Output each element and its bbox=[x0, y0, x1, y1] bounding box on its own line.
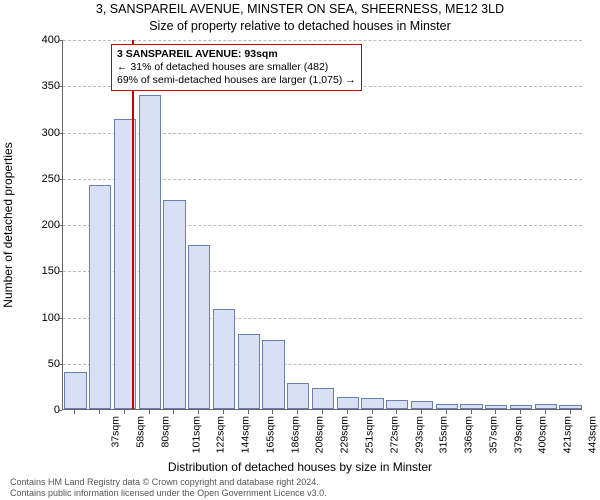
marker-line bbox=[132, 40, 134, 409]
chart-subtitle: Size of property relative to detached ho… bbox=[0, 19, 600, 33]
x-tick-label: 80sqm bbox=[159, 416, 171, 448]
annotation-line-larger: 69% of semi-detached houses are larger (… bbox=[117, 74, 356, 87]
x-tick-label: 293sqm bbox=[413, 416, 425, 453]
x-tick-mark bbox=[149, 410, 150, 414]
y-tick-label: 50 bbox=[30, 358, 60, 370]
x-tick-mark bbox=[396, 410, 397, 414]
y-tick-mark bbox=[58, 410, 62, 411]
x-tick-label: 186sqm bbox=[289, 416, 301, 453]
y-tick-mark bbox=[58, 318, 62, 319]
x-tick-mark bbox=[248, 410, 249, 414]
x-tick-label: 379sqm bbox=[512, 416, 524, 453]
bar bbox=[238, 334, 260, 409]
x-tick-label: 443sqm bbox=[586, 416, 598, 453]
x-tick-mark bbox=[446, 410, 447, 414]
x-tick-mark bbox=[570, 410, 571, 414]
y-tick-mark bbox=[58, 225, 62, 226]
x-tick-mark bbox=[545, 410, 546, 414]
bar bbox=[485, 405, 507, 409]
bar bbox=[460, 404, 482, 409]
y-axis-label: Number of detached properties bbox=[1, 142, 15, 307]
y-tick-mark bbox=[58, 364, 62, 365]
bar bbox=[89, 185, 111, 409]
x-axis-label: Distribution of detached houses by size … bbox=[0, 460, 600, 474]
bar bbox=[411, 401, 433, 409]
y-tick-label: 100 bbox=[30, 312, 60, 324]
y-tick-mark bbox=[58, 179, 62, 180]
x-tick-mark bbox=[471, 410, 472, 414]
bar bbox=[64, 372, 86, 409]
y-tick-label: 400 bbox=[30, 34, 60, 46]
y-tick-mark bbox=[58, 86, 62, 87]
y-tick-mark bbox=[58, 40, 62, 41]
x-tick-mark bbox=[198, 410, 199, 414]
footer-credits: Contains HM Land Registry data © Crown c… bbox=[10, 477, 327, 498]
x-tick-label: 101sqm bbox=[190, 416, 202, 453]
footer-line2: Contains public information licensed und… bbox=[10, 488, 327, 498]
bar bbox=[312, 388, 334, 409]
footer-line1: Contains HM Land Registry data © Crown c… bbox=[10, 477, 327, 487]
x-tick-label: 144sqm bbox=[240, 416, 252, 453]
x-tick-label: 229sqm bbox=[339, 416, 351, 453]
x-tick-label: 357sqm bbox=[487, 416, 499, 453]
x-tick-mark bbox=[124, 410, 125, 414]
y-tick-label: 0 bbox=[30, 404, 60, 416]
x-tick-label: 400sqm bbox=[537, 416, 549, 453]
x-tick-label: 315sqm bbox=[438, 416, 450, 453]
annotation-title: 3 SANSPAREIL AVENUE: 93sqm bbox=[117, 48, 356, 61]
annotation-line-smaller: ← 31% of detached houses are smaller (48… bbox=[117, 61, 356, 74]
bar bbox=[535, 404, 557, 409]
y-tick-mark bbox=[58, 133, 62, 134]
x-tick-mark bbox=[297, 410, 298, 414]
bar bbox=[262, 340, 284, 409]
chart-title: 3, SANSPAREIL AVENUE, MINSTER ON SEA, SH… bbox=[0, 2, 600, 16]
x-tick-mark bbox=[520, 410, 521, 414]
y-tick-mark bbox=[58, 271, 62, 272]
y-tick-label: 200 bbox=[30, 219, 60, 231]
x-tick-label: 251sqm bbox=[363, 416, 375, 453]
bar bbox=[559, 405, 581, 409]
x-tick-label: 122sqm bbox=[215, 416, 227, 453]
bar bbox=[436, 404, 458, 409]
bar bbox=[139, 95, 161, 410]
y-tick-label: 250 bbox=[30, 173, 60, 185]
bar bbox=[361, 398, 383, 409]
y-tick-label: 350 bbox=[30, 80, 60, 92]
x-tick-mark bbox=[223, 410, 224, 414]
x-tick-mark bbox=[74, 410, 75, 414]
x-tick-label: 208sqm bbox=[314, 416, 326, 453]
x-tick-mark bbox=[272, 410, 273, 414]
x-tick-label: 272sqm bbox=[388, 416, 400, 453]
x-tick-mark bbox=[99, 410, 100, 414]
bar bbox=[163, 200, 185, 409]
bar bbox=[213, 309, 235, 409]
bar bbox=[287, 383, 309, 409]
bar bbox=[510, 405, 532, 409]
y-tick-label: 300 bbox=[30, 127, 60, 139]
x-tick-mark bbox=[372, 410, 373, 414]
chart-root: 3, SANSPAREIL AVENUE, MINSTER ON SEA, SH… bbox=[0, 0, 600, 500]
x-tick-mark bbox=[173, 410, 174, 414]
bar bbox=[337, 397, 359, 409]
bar bbox=[386, 400, 408, 409]
x-tick-mark bbox=[421, 410, 422, 414]
x-tick-label: 58sqm bbox=[135, 416, 147, 448]
x-tick-mark bbox=[322, 410, 323, 414]
x-tick-label: 165sqm bbox=[264, 416, 276, 453]
plot-area: 3 SANSPAREIL AVENUE: 93sqm ← 31% of deta… bbox=[62, 40, 582, 410]
x-tick-label: 336sqm bbox=[462, 416, 474, 453]
annotation-box: 3 SANSPAREIL AVENUE: 93sqm ← 31% of deta… bbox=[111, 44, 362, 91]
x-tick-label: 37sqm bbox=[110, 416, 122, 448]
bar bbox=[188, 245, 210, 409]
x-tick-label: 421sqm bbox=[561, 416, 573, 453]
grid-line bbox=[63, 40, 582, 41]
x-tick-mark bbox=[495, 410, 496, 414]
y-tick-label: 150 bbox=[30, 265, 60, 277]
x-tick-mark bbox=[347, 410, 348, 414]
